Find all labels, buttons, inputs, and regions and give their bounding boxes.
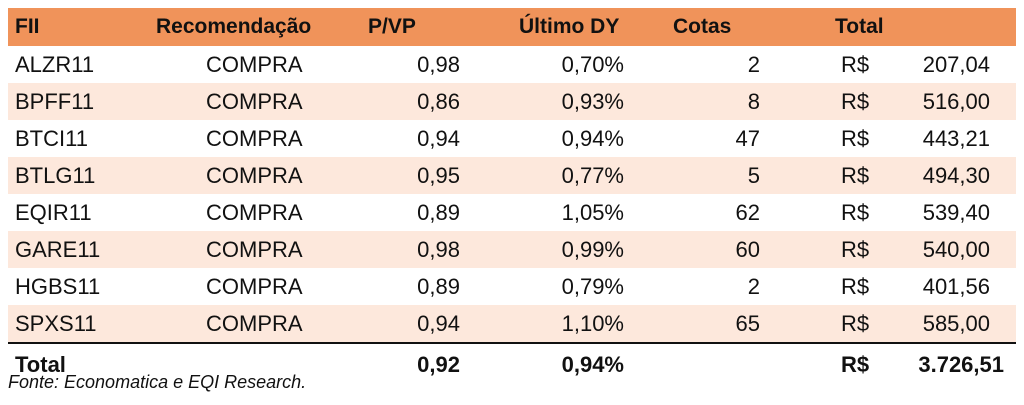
cell-fii: HGBS11 — [15, 273, 101, 299]
cell-total: 585,00 — [922, 310, 990, 336]
cell-fii: BPFF11 — [15, 88, 95, 114]
cell-last-dy: 0,99% — [561, 236, 624, 262]
cell-fii: BTLG11 — [15, 162, 96, 188]
table-header: FII Recomendação P/VP Último DY Cotas To… — [8, 8, 1016, 46]
cell-last-dy: 0,94% — [561, 125, 624, 151]
totals-pvp: 0,92 — [417, 352, 460, 377]
cell-recommendation: COMPRA — [206, 162, 303, 188]
cell-currency: R$ — [841, 162, 870, 188]
header-fii: FII — [15, 15, 40, 38]
cell-shares: 5 — [747, 162, 760, 188]
cell-fii: GARE11 — [15, 236, 101, 262]
table-row: EQIR11 COMPRA 0,89 1,05% 62 R$ 539,40 — [8, 194, 1016, 231]
cell-recommendation: COMPRA — [206, 125, 303, 151]
cell-last-dy: 1,10% — [561, 310, 624, 336]
cell-pvp: 0,98 — [417, 51, 460, 77]
table-row: BTLG11 COMPRA 0,95 0,77% 5 R$ 494,30 — [8, 157, 1016, 194]
table-row: ALZR11 COMPRA 0,98 0,70% 2 R$ 207,04 — [8, 46, 1016, 83]
cell-fii: EQIR11 — [15, 199, 92, 225]
cell-pvp: 0,94 — [417, 125, 460, 151]
cell-recommendation: COMPRA — [206, 199, 303, 225]
table-row: SPXS11 COMPRA 0,94 1,10% 65 R$ 585,00 — [8, 305, 1016, 342]
cell-currency: R$ — [841, 310, 870, 336]
cell-recommendation: COMPRA — [206, 273, 303, 299]
cell-recommendation: COMPRA — [206, 236, 303, 262]
fii-table: FII Recomendação P/VP Último DY Cotas To… — [8, 8, 1016, 386]
cell-recommendation: COMPRA — [206, 310, 303, 336]
cell-last-dy: 0,79% — [561, 273, 624, 299]
cell-shares: 60 — [735, 236, 760, 262]
cell-pvp: 0,98 — [417, 236, 460, 262]
cell-shares: 8 — [747, 88, 760, 114]
totals-row: Total 0,92 0,94% R$ 3.726,51 — [8, 342, 1016, 386]
cell-recommendation: COMPRA — [206, 88, 303, 114]
totals-currency: R$ — [841, 352, 870, 377]
cell-pvp: 0,89 — [417, 199, 460, 225]
cell-currency: R$ — [841, 236, 870, 262]
cell-total: 539,40 — [922, 199, 990, 225]
cell-total: 516,00 — [922, 88, 990, 114]
cell-total: 443,21 — [922, 125, 990, 151]
cell-currency: R$ — [841, 273, 870, 299]
header-shares: Cotas — [673, 15, 732, 38]
cell-last-dy: 0,77% — [561, 162, 624, 188]
cell-currency: R$ — [841, 51, 870, 77]
table-row: GARE11 COMPRA 0,98 0,99% 60 R$ 540,00 — [8, 231, 1016, 268]
cell-pvp: 0,89 — [417, 273, 460, 299]
cell-shares: 62 — [735, 199, 760, 225]
header-recommendation: Recomendação — [156, 15, 312, 38]
cell-shares: 2 — [747, 51, 760, 77]
cell-currency: R$ — [841, 125, 870, 151]
cell-last-dy: 0,70% — [561, 51, 624, 77]
cell-currency: R$ — [841, 199, 870, 225]
header-pvp: P/VP — [368, 15, 416, 38]
table-row: BTCI11 COMPRA 0,94 0,94% 47 R$ 443,21 — [8, 120, 1016, 157]
totals-label: Total — [15, 352, 66, 377]
cell-last-dy: 0,93% — [561, 88, 624, 114]
totals-amount: 3.726,51 — [918, 352, 1004, 377]
cell-pvp: 0,95 — [417, 162, 460, 188]
cell-pvp: 0,94 — [417, 310, 460, 336]
cell-shares: 47 — [735, 125, 760, 151]
cell-recommendation: COMPRA — [206, 51, 303, 77]
cell-total: 401,56 — [922, 273, 990, 299]
table-row: HGBS11 COMPRA 0,89 0,79% 2 R$ 401,56 — [8, 268, 1016, 305]
cell-total: 207,04 — [922, 51, 990, 77]
cell-fii: ALZR11 — [15, 51, 95, 77]
cell-pvp: 0,86 — [417, 88, 460, 114]
header-total: Total — [835, 15, 884, 38]
totals-last-dy: 0,94% — [561, 352, 624, 377]
cell-fii: BTCI11 — [15, 125, 88, 151]
cell-currency: R$ — [841, 88, 870, 114]
cell-total: 494,30 — [922, 162, 990, 188]
cell-fii: SPXS11 — [15, 310, 97, 336]
header-last-dy: Último DY — [519, 15, 620, 38]
cell-shares: 2 — [747, 273, 760, 299]
cell-last-dy: 1,05% — [561, 199, 624, 225]
table-row: BPFF11 COMPRA 0,86 0,93% 8 R$ 516,00 — [8, 83, 1016, 120]
cell-total: 540,00 — [922, 236, 990, 262]
cell-shares: 65 — [735, 310, 760, 336]
source-note: Fonte: Economatica e EQI Research. — [8, 372, 307, 392]
